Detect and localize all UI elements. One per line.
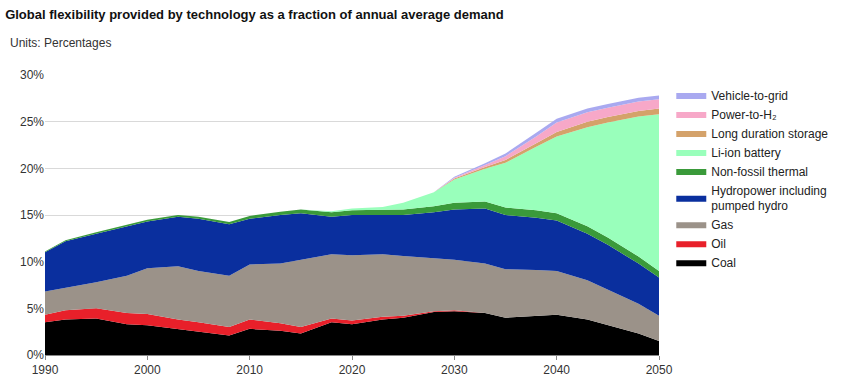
svg-text:2050: 2050: [646, 363, 673, 377]
svg-text:Long duration storage: Long duration storage: [711, 127, 828, 141]
svg-text:Global flexibility provided by: Global flexibility provided by technolog…: [5, 7, 504, 22]
svg-text:5%: 5%: [27, 302, 45, 316]
svg-text:20%: 20%: [20, 162, 44, 176]
svg-text:2030: 2030: [441, 363, 468, 377]
svg-text:2020: 2020: [339, 363, 366, 377]
svg-text:15%: 15%: [20, 208, 44, 222]
svg-text:Power-to-H₂: Power-to-H₂: [711, 108, 777, 122]
svg-text:Units: Percentages: Units: Percentages: [10, 36, 111, 50]
svg-text:2000: 2000: [134, 363, 161, 377]
svg-text:Hydropower includingpumped hyd: Hydropower includingpumped hydro: [711, 184, 826, 214]
svg-text:1990: 1990: [32, 363, 59, 377]
svg-text:Vehicle-to-grid: Vehicle-to-grid: [711, 89, 788, 103]
svg-text:Oil: Oil: [711, 237, 726, 251]
svg-text:Coal: Coal: [711, 256, 736, 270]
svg-text:Non-fossil thermal: Non-fossil thermal: [711, 165, 808, 179]
svg-text:Li-ion battery: Li-ion battery: [711, 146, 780, 160]
svg-text:Gas: Gas: [711, 218, 733, 232]
svg-text:2040: 2040: [543, 363, 570, 377]
svg-text:25%: 25%: [20, 115, 44, 129]
svg-text:2010: 2010: [236, 363, 263, 377]
svg-text:10%: 10%: [20, 255, 44, 269]
svg-text:0%: 0%: [27, 348, 45, 362]
svg-text:30%: 30%: [20, 68, 44, 82]
